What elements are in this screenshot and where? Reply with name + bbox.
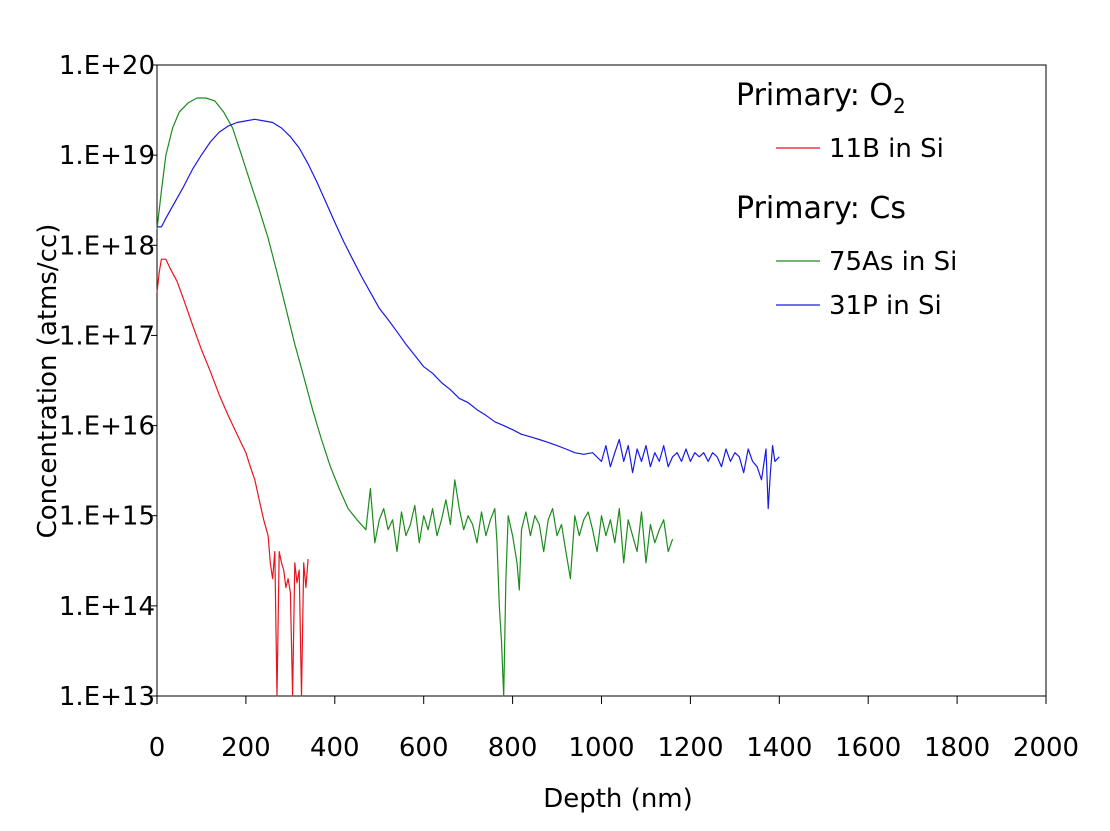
y-axis-ticks: 1.E+13 1.E+14 1.E+15 1.E+16 1.E+17 1.E+18 1.E+… <box>59 51 157 712</box>
series-line-0 <box>156 258 309 697</box>
y-tick-label-7: 1.E+20 <box>59 51 155 81</box>
x-tick-label-8: 1600 <box>835 733 901 763</box>
x-tick-label-6: 1200 <box>657 733 723 763</box>
x-tick-label-4: 800 <box>488 733 538 763</box>
x-tick-label-3: 600 <box>399 733 449 763</box>
x-axis-ticks: 0 200 400 600 800 1000 1200 1400 1600 1800 2000 <box>149 696 1079 763</box>
x-tick-label-1: 200 <box>221 733 271 763</box>
legend: Primary: O2 11B in Si Primary: Cs 75As i… <box>736 78 957 321</box>
x-tick-label-5: 1000 <box>568 733 634 763</box>
y-tick-label-6: 1.E+19 <box>59 141 155 171</box>
x-tick-label-0: 0 <box>149 733 166 763</box>
y-tick-label-2: 1.E+15 <box>59 502 155 532</box>
y-tick-label-0: 1.E+13 <box>59 682 155 712</box>
series-line-2 <box>157 118 780 510</box>
legend-group-heading-cs: Primary: Cs <box>736 191 906 226</box>
series-line-1 <box>156 97 674 697</box>
y-tick-label-1: 1.E+14 <box>59 592 155 622</box>
legend-label-31p: 31P in Si <box>829 291 942 321</box>
y-tick-label-5: 1.E+18 <box>59 231 155 261</box>
y-axis-title: Concentration (atms/cc) <box>33 224 63 539</box>
y-tick-label-3: 1.E+16 <box>59 412 155 442</box>
x-axis-title: Depth (nm) <box>543 784 693 814</box>
x-tick-label-7: 1400 <box>746 733 812 763</box>
x-tick-label-2: 400 <box>310 733 360 763</box>
y-tick-label-4: 1.E+17 <box>59 321 155 351</box>
legend-group-heading-o2: Primary: O2 <box>736 78 906 118</box>
legend-label-75as: 75As in Si <box>829 247 957 277</box>
series-layer <box>156 97 780 697</box>
x-tick-label-10: 2000 <box>1013 733 1079 763</box>
legend-label-11b: 11B in Si <box>829 134 944 164</box>
x-tick-label-9: 1800 <box>924 733 990 763</box>
